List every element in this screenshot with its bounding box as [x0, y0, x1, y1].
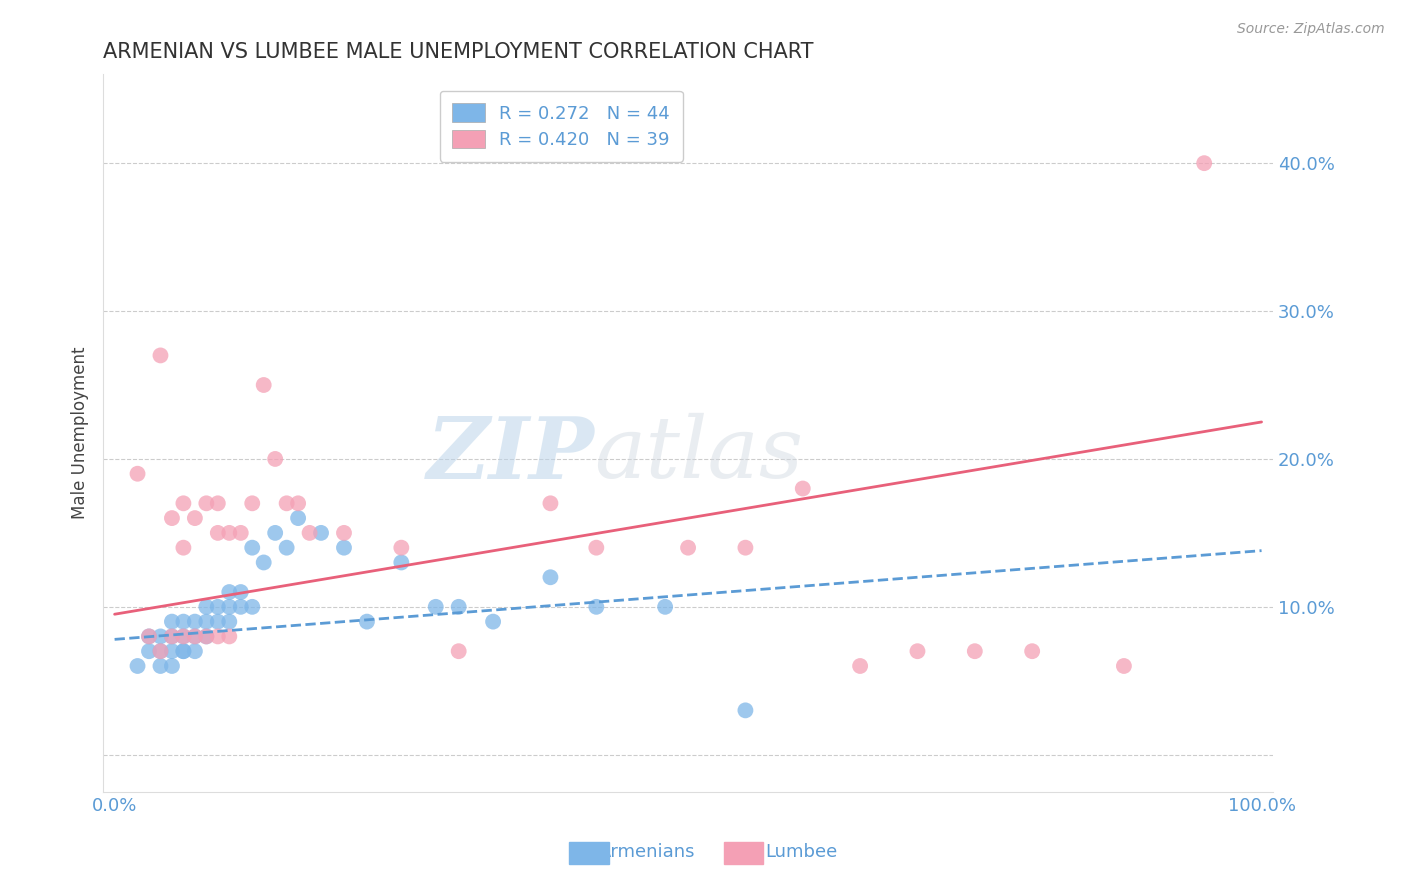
- Point: [676, 541, 699, 555]
- Point: [172, 629, 194, 643]
- Point: [127, 659, 149, 673]
- Point: [253, 378, 276, 392]
- Y-axis label: Male Unemployment: Male Unemployment: [72, 347, 89, 519]
- Point: [218, 629, 240, 643]
- Point: [792, 482, 814, 496]
- Text: Armenians: Armenians: [599, 843, 695, 861]
- Point: [138, 629, 160, 643]
- Point: [309, 525, 332, 540]
- Point: [240, 541, 263, 555]
- Point: [585, 599, 607, 614]
- Point: [654, 599, 676, 614]
- Point: [264, 452, 287, 467]
- Text: Lumbee: Lumbee: [765, 843, 838, 861]
- Point: [138, 629, 160, 643]
- Point: [195, 615, 218, 629]
- Point: [218, 585, 240, 599]
- Point: [184, 511, 207, 525]
- Point: [538, 496, 561, 510]
- Point: [207, 599, 229, 614]
- Point: [356, 615, 378, 629]
- Point: [253, 556, 276, 570]
- Point: [160, 511, 183, 525]
- Text: ARMENIAN VS LUMBEE MALE UNEMPLOYMENT CORRELATION CHART: ARMENIAN VS LUMBEE MALE UNEMPLOYMENT COR…: [103, 42, 814, 62]
- Text: atlas: atlas: [595, 413, 804, 496]
- Point: [195, 496, 218, 510]
- Point: [276, 541, 298, 555]
- Point: [184, 629, 207, 643]
- Point: [218, 615, 240, 629]
- Point: [149, 659, 172, 673]
- Point: [149, 629, 172, 643]
- Point: [149, 348, 172, 362]
- Point: [184, 615, 207, 629]
- Point: [195, 599, 218, 614]
- Point: [207, 525, 229, 540]
- Point: [425, 599, 447, 614]
- Point: [447, 644, 470, 658]
- Point: [160, 629, 183, 643]
- Text: Source: ZipAtlas.com: Source: ZipAtlas.com: [1237, 22, 1385, 37]
- Text: ZIP: ZIP: [426, 413, 595, 496]
- Point: [172, 496, 194, 510]
- Point: [585, 541, 607, 555]
- Point: [184, 629, 207, 643]
- Point: [127, 467, 149, 481]
- Point: [172, 541, 194, 555]
- Point: [172, 615, 194, 629]
- Point: [229, 585, 252, 599]
- Point: [172, 644, 194, 658]
- Point: [482, 615, 505, 629]
- Point: [287, 511, 309, 525]
- Legend: R = 0.272   N = 44, R = 0.420   N = 39: R = 0.272 N = 44, R = 0.420 N = 39: [440, 91, 683, 161]
- Point: [184, 644, 207, 658]
- Point: [389, 556, 412, 570]
- Point: [447, 599, 470, 614]
- Point: [218, 599, 240, 614]
- Point: [963, 644, 986, 658]
- Point: [207, 629, 229, 643]
- Point: [849, 659, 872, 673]
- Point: [207, 496, 229, 510]
- Point: [389, 541, 412, 555]
- Point: [160, 644, 183, 658]
- Point: [1021, 644, 1043, 658]
- Point: [218, 525, 240, 540]
- Point: [229, 599, 252, 614]
- Point: [734, 541, 756, 555]
- Point: [172, 644, 194, 658]
- Point: [287, 496, 309, 510]
- Point: [538, 570, 561, 584]
- Point: [229, 525, 252, 540]
- Point: [907, 644, 929, 658]
- Point: [1112, 659, 1135, 673]
- Point: [195, 629, 218, 643]
- Point: [149, 644, 172, 658]
- Point: [160, 659, 183, 673]
- Point: [734, 703, 756, 717]
- Point: [298, 525, 321, 540]
- Point: [160, 615, 183, 629]
- Point: [333, 525, 356, 540]
- Point: [333, 541, 356, 555]
- Point: [207, 615, 229, 629]
- Point: [276, 496, 298, 510]
- Point: [1192, 156, 1215, 170]
- Point: [264, 525, 287, 540]
- Point: [172, 629, 194, 643]
- Point: [240, 496, 263, 510]
- Point: [149, 644, 172, 658]
- Point: [160, 629, 183, 643]
- Point: [195, 629, 218, 643]
- Point: [138, 644, 160, 658]
- Point: [240, 599, 263, 614]
